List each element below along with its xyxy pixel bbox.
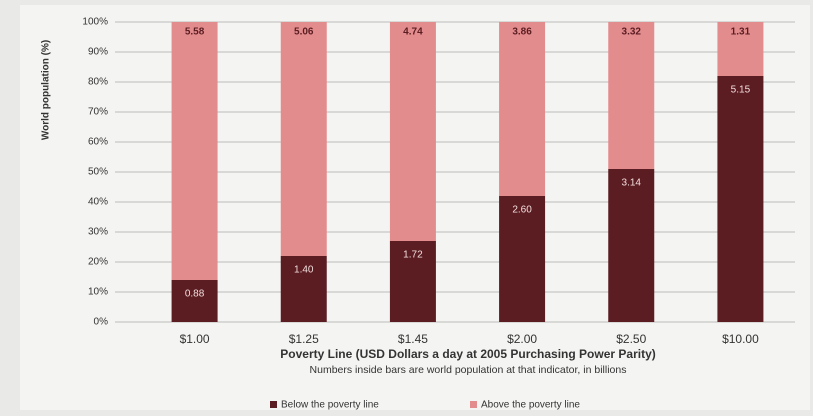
- data-label: 3.32: [622, 27, 642, 38]
- subtitle: Numbers inside bars are world population…: [310, 364, 627, 376]
- bar-segment: [499, 196, 546, 322]
- y-axis-label: World population (%): [41, 40, 52, 140]
- y-tick-label: 80%: [88, 77, 108, 88]
- bar-segment: [280, 256, 327, 322]
- bar-segment: [389, 241, 436, 322]
- data-label: 1.31: [731, 27, 751, 38]
- y-tick-label: 50%: [88, 167, 108, 178]
- data-label: 2.60: [512, 205, 532, 216]
- bar-segment: [171, 280, 218, 322]
- bar-segment: [608, 22, 655, 169]
- legend-swatch: [270, 401, 277, 408]
- y-tick-label: 30%: [88, 227, 108, 238]
- data-label: 5.15: [731, 85, 751, 96]
- legend-label: Above the poverty line: [481, 400, 580, 411]
- data-label: 3.14: [622, 178, 642, 189]
- bar-segment: [171, 22, 218, 280]
- data-label: 5.06: [294, 27, 314, 38]
- x-tick-label: $1.25: [289, 332, 319, 346]
- x-tick-label: $1.00: [180, 332, 210, 346]
- y-tick-label: 100%: [82, 17, 108, 28]
- y-tick-label: 40%: [88, 197, 108, 208]
- x-tick-label: $1.45: [398, 332, 428, 346]
- x-axis-label: Poverty Line (USD Dollars a day at 2005 …: [280, 347, 655, 361]
- y-tick-label: 20%: [88, 257, 108, 268]
- x-tick-label: $10.00: [722, 332, 759, 346]
- data-label: 5.58: [185, 27, 205, 38]
- bar-segment: [280, 22, 327, 256]
- bar-segment: [717, 22, 764, 76]
- x-tick-label: $2.00: [507, 332, 537, 346]
- data-label: 0.88: [185, 289, 205, 300]
- data-label: 1.40: [294, 265, 314, 276]
- bar-segment: [389, 22, 436, 241]
- x-tick-label: $2.50: [616, 332, 646, 346]
- y-tick-label: 70%: [88, 107, 108, 118]
- bar-segment: [608, 169, 655, 322]
- bar-segment: [499, 22, 546, 196]
- y-tick-label: 0%: [94, 317, 109, 328]
- data-label: 1.72: [403, 250, 423, 261]
- legend-label: Below the poverty line: [281, 400, 379, 411]
- y-tick-label: 10%: [88, 287, 108, 298]
- data-label: 4.74: [403, 27, 423, 38]
- y-tick-label: 90%: [88, 47, 108, 58]
- data-label: 3.86: [512, 27, 532, 38]
- y-tick-label: 60%: [88, 137, 108, 148]
- bar-segment: [717, 76, 764, 322]
- legend-swatch: [470, 401, 477, 408]
